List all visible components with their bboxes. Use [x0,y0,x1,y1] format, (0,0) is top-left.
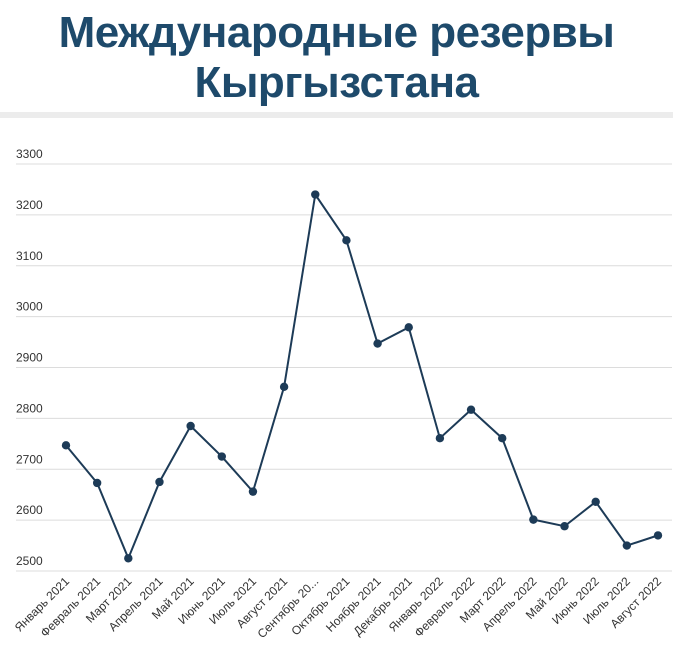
data-point [591,497,600,507]
data-point [342,236,351,245]
data-point [560,522,569,531]
y-tick-label: 2800 [16,401,43,415]
data-point [279,382,289,392]
y-tick-label: 3000 [16,300,43,314]
title-separator [0,112,673,118]
y-tick-label: 3200 [16,198,43,212]
y-tick-label: 3100 [16,249,43,263]
y-tick-label: 2900 [16,351,43,365]
data-point [498,434,507,443]
data-point [155,477,164,487]
y-axis-tick-labels: 2500 2600 2700 2800 2900 3000 3100 3200 3300 [16,147,43,568]
data-point [622,541,632,550]
y-tick-label: 2600 [16,503,43,517]
y-tick-label: 3300 [16,147,43,161]
data-point [311,190,320,199]
series-line [65,191,659,561]
grid-lines [16,163,672,572]
y-tick-label: 2700 [16,452,43,466]
data-point [529,515,538,524]
data-point [61,441,71,450]
chart-title-line-1: Международные резервы [58,8,615,57]
chart-title-line-2: Кыргызстана [194,58,479,107]
data-point [435,434,445,443]
data-point [373,339,382,348]
data-point [186,421,195,431]
data-point [466,405,476,414]
data-point [248,487,258,496]
chart-title: Международные резервы Кыргызстана [0,8,673,108]
y-tick-label: 2500 [16,554,43,568]
series-layer [61,190,663,563]
data-point [404,323,413,332]
data-point [653,531,663,540]
data-point [217,452,226,461]
data-point [92,478,102,488]
data-point [124,554,133,563]
